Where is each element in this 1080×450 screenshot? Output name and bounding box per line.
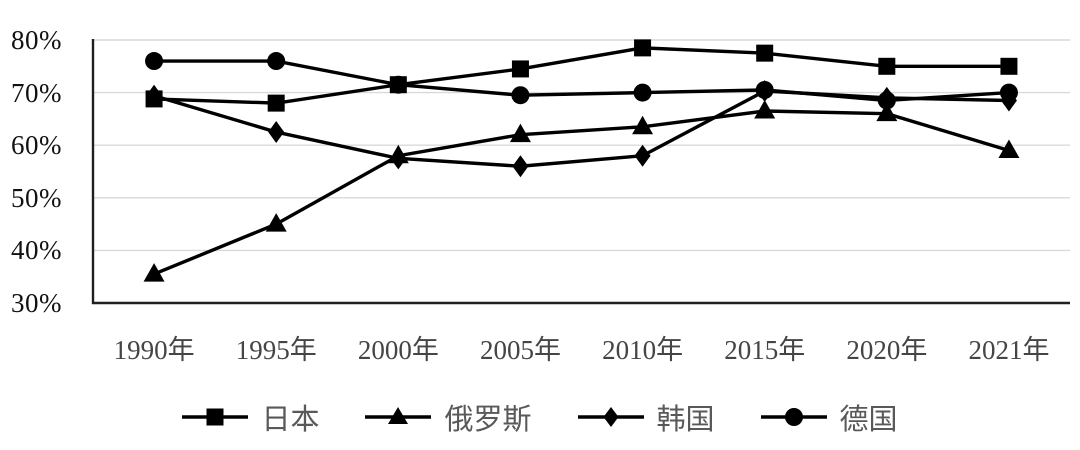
legend-label-germany: 德国 [839,404,898,436]
legend-marker-russia [388,407,409,424]
xtick-label-2010年: 2010年 [602,335,684,365]
marker-russia-1990年 [143,263,165,282]
marker-japan-1990年 [145,90,163,108]
legend-triangle-icon [365,407,432,424]
ytick-label-80: 80% [11,25,62,55]
marker-russia-2021年 [998,139,1020,158]
xtick-label-2015年: 2015年 [724,335,806,365]
ytick-label-60: 60% [11,130,62,161]
marker-russia-2010年 [632,115,654,135]
marker-germany-1990年 [145,52,164,71]
marker-korea-1995年 [268,121,285,144]
xtick-label-2005年: 2005年 [479,335,561,365]
marker-russia-2015年 [754,100,776,119]
marker-germany-1995年 [267,52,286,71]
legend-item-korea: 韩国 [577,396,715,438]
series-line-japan [154,46,1009,105]
marker-korea-2005年 [512,155,529,178]
xtick-label-2021年: 2021年 [968,335,1050,365]
marker-germany-2015年 [755,80,774,99]
ytick-label-70: 70% [11,77,62,108]
series-line-korea [153,89,1009,168]
marker-russia-1995年 [265,213,287,232]
xtick-label-1990年: 1990年 [113,335,195,365]
ytick-label-40: 40% [11,235,62,266]
marker-japan-1995年 [267,94,285,112]
legend-label-japan: 日本 [261,404,320,436]
ytick-label-50: 50% [11,182,62,213]
marker-germany-2010年 [633,83,652,102]
xtick-label-2020年: 2020年 [846,335,928,365]
marker-germany-2005年 [511,86,530,105]
ytick-label-30: 30% [11,288,62,318]
legend-item-japan: 日本 [182,396,319,438]
xtick-label-1995年: 1995年 [235,335,317,365]
marker-russia-2020年 [876,102,898,122]
legend-diamond-icon [577,407,644,427]
marker-japan-2021年 [1000,57,1018,75]
legend-item-russia: 俄罗斯 [365,396,532,438]
series-line-germany [154,59,1010,103]
marker-japan-2020年 [878,57,896,75]
marker-germany-2020年 [877,91,896,110]
marker-germany-2021年 [999,83,1018,102]
marker-japan-2010年 [634,39,652,57]
marker-japan-2005年 [511,60,529,78]
legend-marker-korea [603,407,618,427]
marker-korea-2010年 [634,144,651,167]
marker-korea-2000年 [390,147,407,170]
marker-japan-2015年 [756,44,774,62]
legend-label-russia: 俄罗斯 [444,404,532,436]
legend-circle-icon [760,408,827,426]
marker-russia-2005年 [509,123,531,143]
chart-legend: 日本 俄罗斯 韩国 德国 [0,396,1080,438]
legend-label-korea: 韩国 [656,404,715,436]
xtick-label-2000年: 2000年 [357,335,439,365]
legend-item-germany: 德国 [760,396,898,438]
legend-square-icon [182,408,249,426]
series-line-russia [153,109,1010,276]
legend-marker-japan [206,408,224,426]
marker-japan-2000年 [389,76,407,94]
legend-marker-germany [784,408,803,426]
